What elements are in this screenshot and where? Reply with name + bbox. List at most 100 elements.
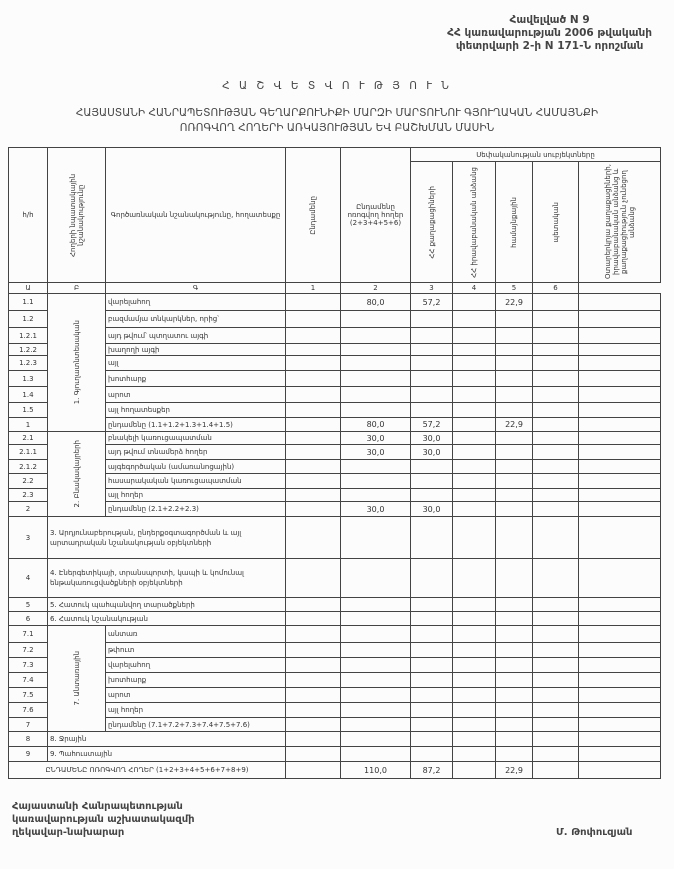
value-cell — [532, 625, 579, 643]
value-cell — [495, 611, 533, 626]
value-cell — [410, 386, 453, 403]
value-cell — [495, 431, 533, 445]
annex-line-1: Հավելված N 9 — [509, 14, 590, 26]
header-no: հ/հ — [8, 147, 48, 283]
row-label: բնակելի կառուցապատման — [105, 431, 286, 445]
row-label: այդ թվում՝ պտղատու այգի — [105, 327, 286, 344]
row-number: 3 — [8, 516, 48, 559]
value-cell — [532, 731, 579, 747]
column-index: Գ — [105, 282, 286, 294]
value-cell — [452, 488, 496, 502]
value-cell — [410, 355, 453, 371]
table-row: 7.2 թփուտ — [8, 642, 661, 658]
row-label: 5. Հատուկ պահպանվող տարածքների — [47, 597, 286, 612]
table-row: 1.2.2 խաղողի այգի — [8, 343, 661, 356]
value-cell — [452, 444, 496, 460]
table-row: 2.2 հասարակական կառուցապատման — [8, 473, 661, 489]
value-cell — [340, 746, 411, 762]
value-cell — [495, 488, 533, 502]
value-cell — [285, 516, 341, 559]
row-number: 1.3 — [8, 370, 48, 387]
row-number: 7.4 — [8, 672, 48, 688]
value-cell — [452, 459, 496, 474]
value-cell — [578, 761, 661, 779]
value-cell — [285, 717, 341, 732]
row-number: 7.6 — [8, 702, 48, 718]
group-label: 1. Գյուղատնտեսական — [47, 293, 106, 432]
value-cell — [578, 657, 661, 673]
annex-line-3: փետրվարի 2-ի N 171-Ն որոշման — [455, 40, 644, 52]
value-cell — [285, 642, 341, 658]
value-cell — [452, 516, 496, 559]
table-row: 1.2.1 այդ թվում՝ պտղատու այգի — [8, 327, 661, 344]
table-row: 7.4 խոտհարք — [8, 672, 661, 688]
value-cell — [578, 431, 661, 445]
value-cell — [410, 672, 453, 688]
column-index: 5 — [495, 282, 533, 294]
value-cell — [578, 746, 661, 762]
value-cell — [452, 702, 496, 718]
row-number: 1.5 — [8, 402, 48, 418]
row-label: այգեգործական (ամառանոցային) — [105, 459, 286, 474]
signatory-name: Մ. Թոփուզյան — [556, 827, 633, 838]
header-state: պետական — [532, 161, 579, 283]
group-label: 7. Անտառային — [47, 625, 106, 732]
footer-line-2: կառավարության աշխատակազմի — [12, 814, 195, 825]
value-cell — [532, 310, 579, 328]
value-cell — [340, 310, 411, 328]
value-cell — [340, 672, 411, 688]
value-cell — [532, 597, 579, 612]
value-cell — [410, 558, 453, 598]
row-number: 2.1 — [8, 431, 48, 445]
value-cell — [532, 488, 579, 502]
value-cell — [532, 370, 579, 387]
value-cell — [495, 370, 533, 387]
value-cell — [532, 717, 579, 732]
value-cell — [495, 731, 533, 747]
value-cell — [410, 746, 453, 762]
value-cell — [452, 431, 496, 445]
row-number: 2.2 — [8, 473, 48, 489]
value-cell — [532, 657, 579, 673]
value-cell — [578, 717, 661, 732]
row-number: 2.1.1 — [8, 444, 48, 460]
value-cell — [285, 402, 341, 418]
value-cell — [532, 386, 579, 403]
value-cell — [578, 370, 661, 387]
value-cell — [532, 501, 579, 517]
table-row: 1 ընդամենը (1.1+1.2+1.3+1.4+1.5) 80,0 57,2 2… — [8, 417, 661, 432]
value-cell — [410, 343, 453, 356]
value-cell — [340, 687, 411, 703]
value-cell — [532, 355, 579, 371]
value-cell — [340, 611, 411, 626]
value-cell — [452, 642, 496, 658]
value-cell — [340, 731, 411, 747]
value-cell — [285, 597, 341, 612]
value-cell — [410, 459, 453, 474]
value-cell — [285, 355, 341, 371]
value-cell — [340, 459, 411, 474]
value-cell — [410, 642, 453, 658]
value-cell — [495, 459, 533, 474]
group-label-text: 7. Անտառային — [72, 651, 81, 706]
value-cell — [452, 327, 496, 344]
row-number: 2.1.2 — [8, 459, 48, 474]
value-cell — [340, 642, 411, 658]
header-subrow: ՀՀ քաղաքացիների ՀՀ իրավաբանական անձանց հ… — [9, 161, 661, 283]
value-cell: 30,0 — [410, 431, 453, 445]
table-row: 2.1 2. Բնակավայրերի բնակելի կառուցապատման 3… — [8, 431, 661, 517]
row-label: 4. Էներգետիկայի, տրանսպորտի, կապի և կոմո… — [47, 558, 286, 598]
value-cell — [340, 488, 411, 502]
table-row: 2.1.2 այգեգործական (ամառանոցային) — [8, 459, 661, 474]
value-cell — [495, 687, 533, 703]
value-cell: 57,2 — [410, 417, 453, 432]
value-cell — [452, 657, 496, 673]
table-row: 4 4. Էներգետիկայի, տրանսպորտի, կապի և կոմ… — [8, 558, 661, 598]
value-cell — [410, 611, 453, 626]
value-cell — [495, 310, 533, 328]
value-cell — [532, 402, 579, 418]
value-cell — [495, 672, 533, 688]
value-cell — [410, 310, 453, 328]
value-cell — [410, 402, 453, 418]
value-cell — [340, 516, 411, 559]
